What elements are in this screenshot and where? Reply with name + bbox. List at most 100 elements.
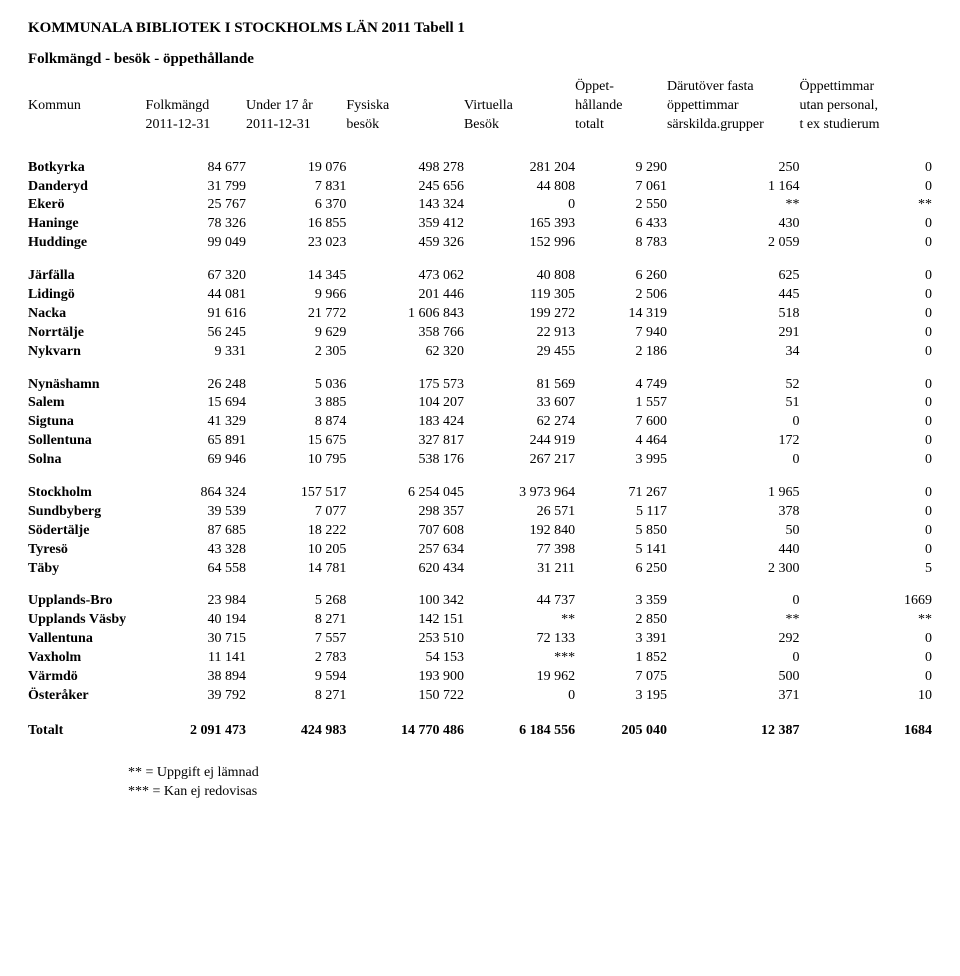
cell-value: 56 245 — [146, 324, 246, 343]
cell-value: 253 510 — [346, 630, 464, 649]
footnotes: ** = Uppgift ej lämnad *** = Kan ej redo… — [128, 763, 932, 802]
cell-value: 9 290 — [575, 145, 667, 178]
cell-value: 44 081 — [146, 286, 246, 305]
col-header: t ex studierum — [799, 116, 932, 145]
cell-value: 7 940 — [575, 324, 667, 343]
cell-value: 50 — [667, 522, 800, 541]
municipality-name: Huddinge — [28, 234, 146, 253]
cell-value: 69 946 — [146, 451, 246, 470]
col-header — [346, 78, 464, 97]
cell-value: 5 117 — [575, 503, 667, 522]
col-header: öppettimmar — [667, 97, 800, 116]
cell-value: 100 342 — [346, 578, 464, 611]
table-row: Norrtälje56 2459 629358 76622 9137 94029… — [28, 324, 932, 343]
cell-value: 31 211 — [464, 560, 575, 579]
cell-value: 0 — [799, 305, 932, 324]
table-row: Sigtuna41 3298 874183 42462 2747 60000 — [28, 413, 932, 432]
municipality-name: Vallentuna — [28, 630, 146, 649]
cell-value: 7 557 — [246, 630, 346, 649]
table-row: Nynäshamn26 2485 036175 57381 5694 74952… — [28, 362, 932, 395]
cell-value: ** — [799, 611, 932, 630]
cell-value: 14 781 — [246, 560, 346, 579]
cell-value: 72 133 — [464, 630, 575, 649]
cell-value: 327 817 — [346, 432, 464, 451]
cell-value: 0 — [799, 178, 932, 197]
col-header: Därutöver fasta — [667, 78, 800, 97]
cell-value: 40 194 — [146, 611, 246, 630]
col-header: Kommun — [28, 97, 146, 116]
cell-value: 64 558 — [146, 560, 246, 579]
cell-value: 7 077 — [246, 503, 346, 522]
table-row: Nacka91 61621 7721 606 843199 27214 3195… — [28, 305, 932, 324]
table-row: Lidingö44 0819 966201 446119 3052 506445… — [28, 286, 932, 305]
municipality-name: Sigtuna — [28, 413, 146, 432]
table-row: Botkyrka84 67719 076498 278281 2049 2902… — [28, 145, 932, 178]
cell-value: 0 — [799, 541, 932, 560]
cell-value: ** — [667, 611, 800, 630]
table-row: Haninge78 32616 855359 412165 3936 43343… — [28, 215, 932, 234]
cell-value: 10 795 — [246, 451, 346, 470]
cell-value: 281 204 — [464, 145, 575, 178]
col-header — [146, 78, 246, 97]
cell-value: 38 894 — [146, 668, 246, 687]
cell-value: 44 737 — [464, 578, 575, 611]
cell-value: 52 — [667, 362, 800, 395]
col-header: särskilda.grupper — [667, 116, 800, 145]
municipality-name: Ekerö — [28, 196, 146, 215]
cell-value: 538 176 — [346, 451, 464, 470]
table-row: Sundbyberg39 5397 077298 35726 5715 1173… — [28, 503, 932, 522]
municipality-name: Vaxholm — [28, 649, 146, 668]
cell-value: 10 — [799, 687, 932, 706]
cell-value: 25 767 — [146, 196, 246, 215]
col-header: Besök — [464, 116, 575, 145]
cell-value: 14 345 — [246, 253, 346, 286]
cell-value: 7 831 — [246, 178, 346, 197]
cell-value: 104 207 — [346, 394, 464, 413]
cell-value: 6 250 — [575, 560, 667, 579]
table-row: Stockholm864 324157 5176 254 0453 973 96… — [28, 470, 932, 503]
col-header: Öppet- — [575, 78, 667, 97]
cell-value: 39 792 — [146, 687, 246, 706]
municipality-name: Lidingö — [28, 286, 146, 305]
cell-value: 5 141 — [575, 541, 667, 560]
cell-value: 3 995 — [575, 451, 667, 470]
cell-value: 19 962 — [464, 668, 575, 687]
cell-value: 23 023 — [246, 234, 346, 253]
col-header: Öppettimmar — [799, 78, 932, 97]
cell-value: 44 808 — [464, 178, 575, 197]
footnote: *** = Kan ej redovisas — [128, 782, 932, 802]
cell-value: 143 324 — [346, 196, 464, 215]
cell-value: 193 900 — [346, 668, 464, 687]
cell-value: 4 749 — [575, 362, 667, 395]
page-title: KOMMUNALA BIBLIOTEK I STOCKHOLMS LÄN 201… — [28, 20, 932, 37]
cell-value: 3 195 — [575, 687, 667, 706]
col-header: 2011-12-31 — [146, 116, 246, 145]
cell-value: 34 — [667, 343, 800, 362]
municipality-name: Täby — [28, 560, 146, 579]
municipality-name: Solna — [28, 451, 146, 470]
cell-value: 3 359 — [575, 578, 667, 611]
municipality-name: Österåker — [28, 687, 146, 706]
col-header: hållande — [575, 97, 667, 116]
cell-value: 1 606 843 — [346, 305, 464, 324]
cell-value: 5 850 — [575, 522, 667, 541]
cell-value: 40 808 — [464, 253, 575, 286]
col-header: Folkmängd — [146, 97, 246, 116]
table-row: Huddinge99 04923 023459 326152 9968 7832… — [28, 234, 932, 253]
cell-value: 620 434 — [346, 560, 464, 579]
cell-value: 5 036 — [246, 362, 346, 395]
col-header — [464, 78, 575, 97]
footnote: ** = Uppgift ej lämnad — [128, 763, 932, 783]
cell-value: 2 506 — [575, 286, 667, 305]
cell-value: 1 852 — [575, 649, 667, 668]
cell-value: 6 254 045 — [346, 470, 464, 503]
cell-value: 175 573 — [346, 362, 464, 395]
cell-value: 430 — [667, 215, 800, 234]
cell-value: 119 305 — [464, 286, 575, 305]
cell-value: 9 629 — [246, 324, 346, 343]
cell-value: 2 186 — [575, 343, 667, 362]
cell-value: 19 076 — [246, 145, 346, 178]
cell-value: 0 — [464, 196, 575, 215]
cell-value: 2 850 — [575, 611, 667, 630]
cell-value: 6 433 — [575, 215, 667, 234]
